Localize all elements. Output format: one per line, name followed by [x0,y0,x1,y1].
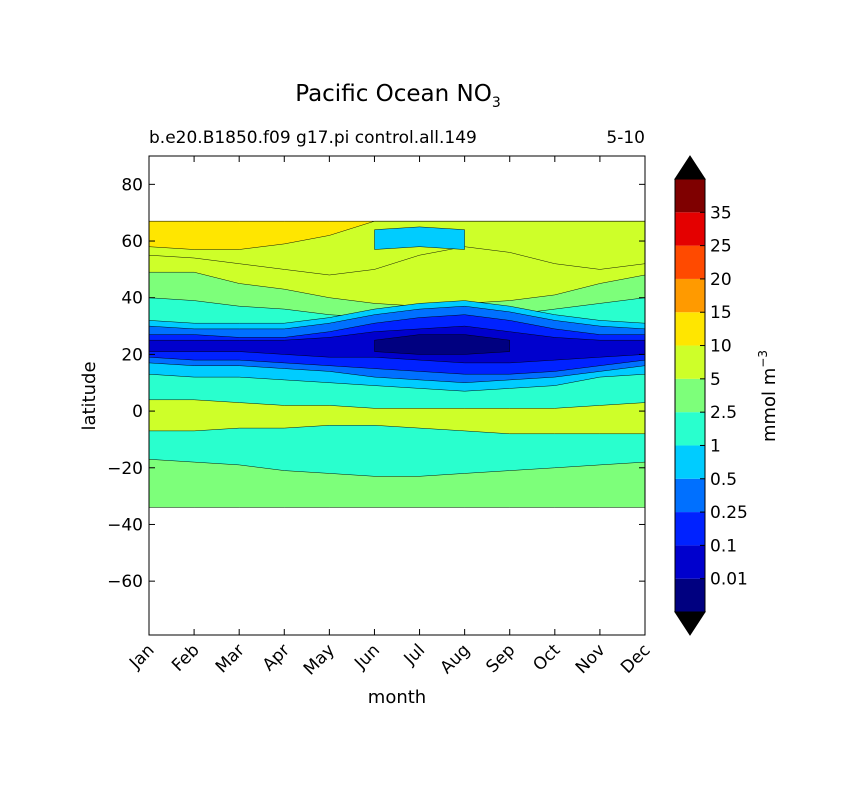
colorbar-label-text: mmol m [759,368,780,442]
y-tick-label: 40 [121,289,143,309]
x-tick-label: Oct [529,640,564,675]
x-tick-label: Nov [572,640,610,678]
y-axis-label: latitude [79,361,100,430]
y-axis: 80 60 40 20 0 −20 −40 −60 [107,175,645,592]
x-tick-label: Sep [482,640,519,677]
y-tick-label: −60 [107,572,143,592]
y-tick-label: −40 [107,515,143,535]
x-tick-label: Aug [437,640,475,678]
colorbar-tick-label: 2.5 [710,403,737,423]
x-tick-label: Jun [350,640,384,674]
colorbar: 0.01 0.1 0.25 0.5 1 2.5 5 10 15 20 25 35 [674,155,748,636]
colorbar-tick-label: 5 [710,370,721,390]
x-tick-label: Mar [212,640,249,677]
colorbar-label: mmol m−3 [756,350,780,442]
colorbar-label-superscript: −3 [756,350,770,368]
y-tick-label: −20 [107,459,143,479]
colorbar-segment [675,278,705,313]
colorbar-segment [675,212,705,246]
x-tick-label: Jul [400,640,429,669]
subtitle-right: 5-10 [606,128,645,148]
colorbar-segment [675,412,705,446]
plot-frame [148,155,646,636]
x-tick-label: Apr [259,640,294,675]
colorbar-segment [675,512,705,546]
colorbar-tick-label: 10 [710,337,732,357]
colorbar-segment [675,545,705,579]
colorbar-tick-label: 20 [710,270,732,290]
colorbar-tick-label: 0.01 [710,570,748,590]
colorbar-tick-label: 15 [710,303,732,323]
plot-area [148,220,646,508]
colorbar-segment [675,578,705,612]
colorbar-segment [675,179,705,213]
colorbar-segment [675,312,705,346]
colorbar-tick-label: 0.1 [710,536,737,556]
svg-text:Pacific Ocean NO3: Pacific Ocean NO3 [295,81,501,111]
x-axis-label: month [368,687,426,708]
y-tick-label: 60 [121,232,143,252]
y-tick-label: 80 [121,175,143,195]
colorbar-segment [675,378,705,413]
x-tick-label: Jan [125,640,158,673]
x-tick-label: Dec [617,640,654,677]
y-tick-label: 20 [121,345,143,365]
x-tick-label: Feb [168,640,203,675]
colorbar-segment [675,245,705,279]
subtitle-left: b.e20.B1850.f09 g17.pi control.all.149 [149,128,477,148]
colorbar-tick-label: 1 [710,436,721,456]
chart-title-text: Pacific Ocean NO [295,81,492,107]
colorbar-extend-top [674,155,706,180]
y-tick-label: 0 [132,402,143,422]
chart-title: Pacific Ocean NO3 [295,81,501,111]
colorbar-tick-label: 25 [710,237,732,257]
colorbar-segment [675,445,705,479]
colorbar-extend-bottom [674,611,706,636]
chart-title-subscript: 3 [492,95,501,111]
colorbar-segment [675,345,705,379]
colorbar-tick-label: 0.5 [710,470,737,490]
x-tick-label: May [300,640,339,679]
colorbar-tick-label: 0.25 [710,503,748,523]
colorbar-tick-label: 35 [710,203,732,223]
contour-band-highlat-2 [374,226,465,250]
contour-band-0 [374,334,510,355]
contour-band-highlat-1 [148,220,646,250]
colorbar-segment [675,478,705,513]
colorbar-frame [674,178,706,613]
